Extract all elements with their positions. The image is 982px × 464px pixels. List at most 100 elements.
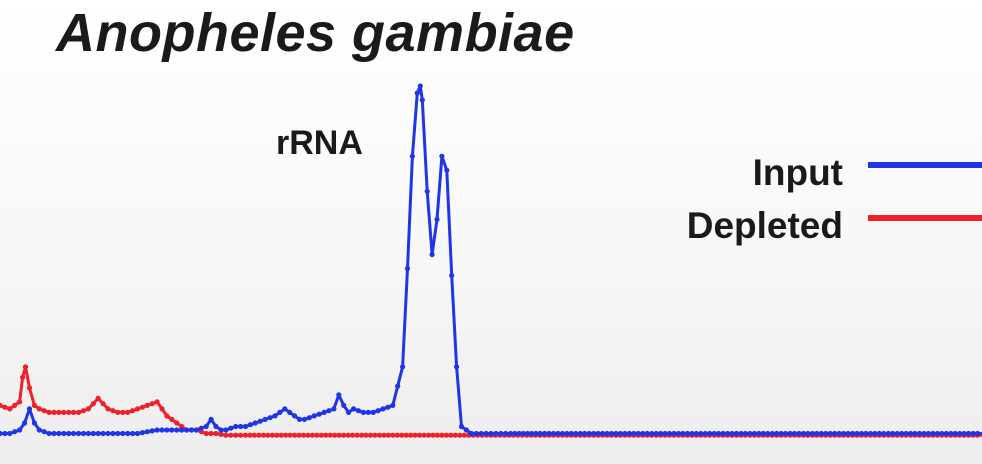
data-point-input: [533, 430, 539, 437]
data-point-input: [144, 429, 150, 435]
data-point-input: [223, 427, 229, 433]
data-point-input: [262, 416, 268, 422]
data-point-input: [957, 430, 963, 437]
data-point-input: [179, 427, 185, 433]
data-point-input: [429, 251, 435, 258]
data-point-depleted: [345, 432, 351, 438]
data-point-input: [22, 420, 28, 426]
data-point-depleted: [0, 402, 3, 408]
data-point-input: [559, 430, 566, 437]
data-point-input: [738, 430, 744, 437]
data-point-input: [809, 430, 816, 437]
data-point-input: [56, 430, 62, 437]
data-point-input: [66, 430, 72, 437]
series-line-input: [0, 84, 982, 435]
data-point-input: [872, 430, 878, 437]
data-point-input: [930, 430, 936, 437]
data-point-input: [257, 418, 263, 424]
data-point-input: [208, 416, 214, 422]
data-point-input: [854, 430, 860, 437]
data-point-input: [943, 430, 949, 437]
data-point-input: [375, 408, 381, 414]
data-point-input: [414, 90, 420, 96]
data-point-input: [100, 430, 106, 437]
data-point-input: [649, 430, 655, 437]
data-point-input: [46, 430, 52, 437]
data-point-input: [134, 430, 141, 437]
data-point-depleted: [421, 432, 427, 438]
data-point-depleted: [7, 406, 13, 412]
data-point-input: [12, 429, 18, 435]
series-layer: [0, 83, 982, 438]
data-point-input: [881, 430, 887, 437]
data-point-input: [800, 430, 807, 437]
data-point-input: [419, 97, 425, 103]
data-point-depleted: [115, 409, 121, 415]
data-point-input: [653, 430, 659, 437]
data-point-input: [41, 429, 47, 435]
data-point-input: [948, 430, 954, 437]
data-point-input: [608, 430, 615, 437]
data-point-input: [292, 413, 298, 419]
data-point-input: [409, 153, 415, 159]
data-point-input: [841, 430, 847, 437]
data-point-depleted: [31, 402, 37, 408]
data-point-depleted: [46, 409, 52, 415]
data-point-depleted: [354, 432, 360, 438]
data-point-input: [282, 406, 288, 412]
data-point-input: [751, 430, 758, 437]
data-point-input: [720, 430, 726, 437]
data-point-depleted: [218, 431, 224, 437]
data-point-input: [961, 430, 967, 437]
data-point-depleted: [85, 406, 91, 412]
data-point-input: [449, 272, 455, 279]
data-point-depleted: [247, 432, 253, 438]
data-point-depleted: [251, 432, 257, 438]
data-point-depleted: [169, 416, 175, 422]
data-point-input: [760, 430, 766, 437]
data-point-input: [867, 430, 874, 437]
data-point-input: [2, 430, 8, 437]
data-point-input: [346, 409, 352, 415]
data-point-input: [360, 409, 366, 415]
data-point-input: [213, 423, 219, 430]
data-point-input: [238, 423, 244, 430]
data-point-depleted: [430, 432, 436, 438]
data-point-input: [512, 430, 518, 437]
data-point-input: [483, 430, 489, 437]
data-point-input: [390, 402, 396, 408]
data-point-input: [76, 430, 82, 437]
data-point-input: [31, 420, 37, 426]
data-point-depleted: [318, 432, 324, 438]
data-point-depleted: [390, 432, 396, 438]
data-point-input: [823, 430, 829, 437]
annotation-rrna: rRNA: [276, 124, 363, 162]
data-point-input: [765, 430, 771, 437]
data-point-input: [188, 427, 195, 433]
data-point-input: [36, 427, 42, 433]
data-point-input: [203, 423, 209, 430]
data-point-depleted: [269, 432, 275, 438]
data-point-input: [733, 430, 740, 437]
data-point-depleted: [80, 408, 87, 414]
data-point-input: [184, 427, 190, 433]
data-point-depleted: [223, 432, 229, 438]
data-point-input: [444, 167, 450, 173]
data-point-input: [400, 364, 406, 370]
data-point-depleted: [457, 432, 463, 438]
data-point-input: [635, 430, 641, 437]
data-point-input: [573, 430, 579, 437]
data-point-depleted: [61, 409, 67, 415]
data-point-input: [503, 430, 509, 437]
data-point-input: [233, 423, 239, 430]
data-point-depleted: [17, 399, 23, 405]
data-point-input: [666, 430, 673, 437]
data-point-depleted: [327, 432, 333, 438]
data-point-input: [498, 430, 504, 437]
data-point-input: [787, 430, 793, 437]
data-point-depleted: [120, 409, 126, 415]
data-point-input: [622, 430, 628, 437]
data-point-depleted: [174, 420, 180, 426]
data-point-depleted: [105, 406, 111, 412]
data-point-input: [912, 430, 918, 437]
